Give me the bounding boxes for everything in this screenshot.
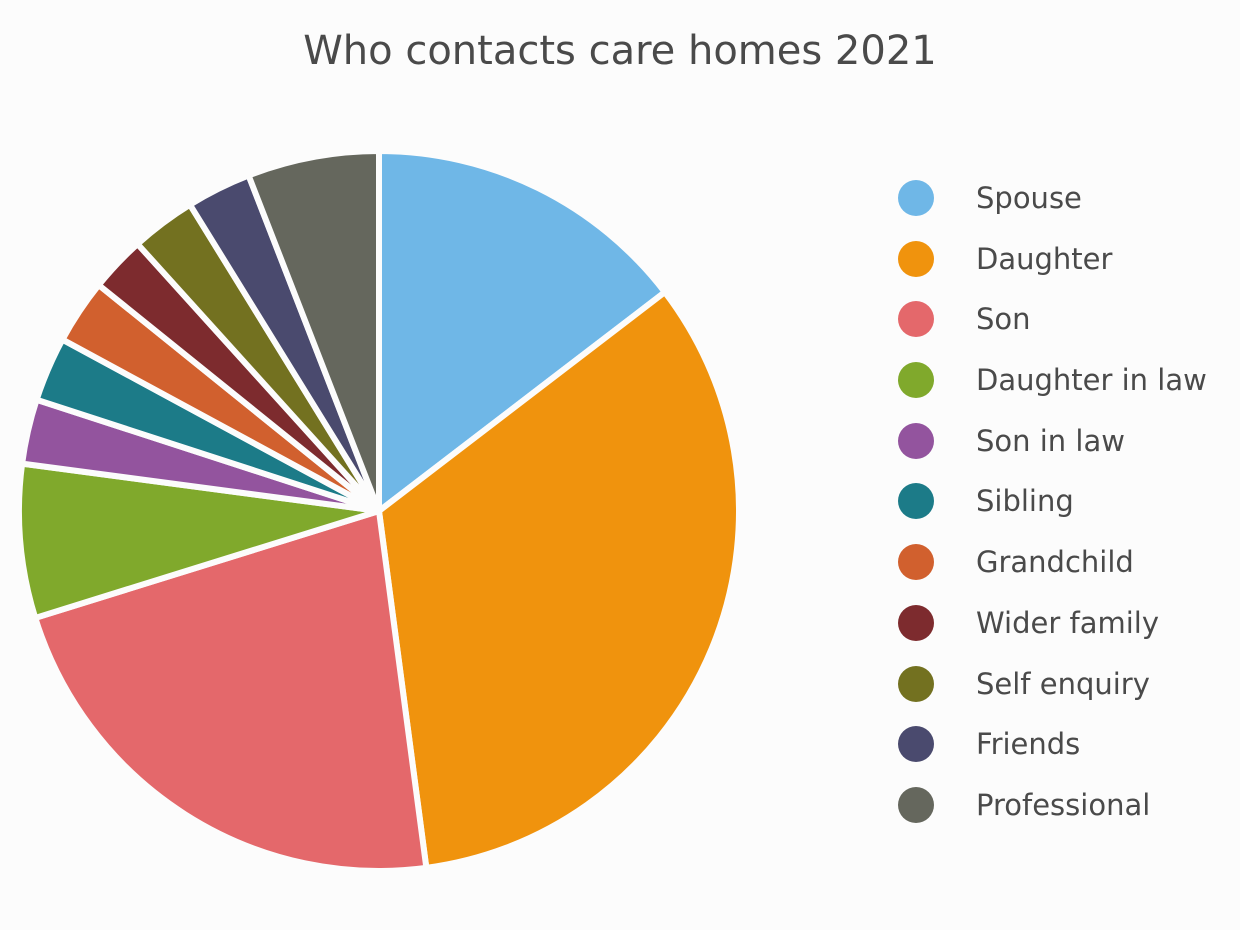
legend-item: Friends <box>898 724 1228 785</box>
legend-swatch <box>898 483 934 520</box>
legend-item: Son <box>898 299 1228 360</box>
pie-slice-spouse <box>376 148 668 514</box>
pie-slice-professional <box>245 148 382 514</box>
legend-swatch <box>898 422 934 459</box>
legend-label: Spouse <box>976 181 1082 215</box>
legend-item: Wider family <box>898 603 1228 664</box>
pie-slice-son <box>32 508 430 874</box>
legend-label: Daughter in law <box>976 363 1207 398</box>
legend-item: Daughter in law <box>898 360 1228 421</box>
legend-swatch <box>898 240 934 277</box>
legend-item: Professional <box>898 785 1228 846</box>
legend-label: Sibling <box>976 484 1074 519</box>
legend-label: Son in law <box>976 423 1125 458</box>
legend-label: Professional <box>976 787 1151 822</box>
legend: Spouse Daughter Son Daughter in law Son in l… <box>898 178 1228 846</box>
legend-swatch <box>898 544 934 581</box>
legend-swatch <box>898 786 934 823</box>
legend-swatch <box>898 604 934 641</box>
legend-item: Son in law <box>898 421 1228 482</box>
legend-swatch <box>898 726 934 763</box>
pie-slice-daughter <box>376 289 742 871</box>
legend-swatch <box>898 362 934 399</box>
legend-label: Daughter <box>976 241 1113 276</box>
legend-item: Spouse <box>898 178 1228 239</box>
legend-item: Sibling <box>898 481 1228 542</box>
legend-label: Wider family <box>976 605 1159 640</box>
pie-slice-daughter-in-law <box>16 460 382 621</box>
legend-swatch <box>898 180 934 216</box>
legend-label: Grandchild <box>976 545 1134 580</box>
legend-label: Friends <box>976 727 1081 762</box>
legend-item: Daughter <box>898 239 1228 300</box>
legend-swatch <box>898 665 934 702</box>
legend-swatch <box>898 301 934 338</box>
legend-item: Self enquiry <box>898 664 1228 725</box>
legend-label: Self enquiry <box>976 666 1150 701</box>
legend-label: Son <box>976 302 1031 337</box>
chart-title: Who contacts care homes 2021 <box>303 28 937 74</box>
legend-item: Grandchild <box>898 542 1228 603</box>
